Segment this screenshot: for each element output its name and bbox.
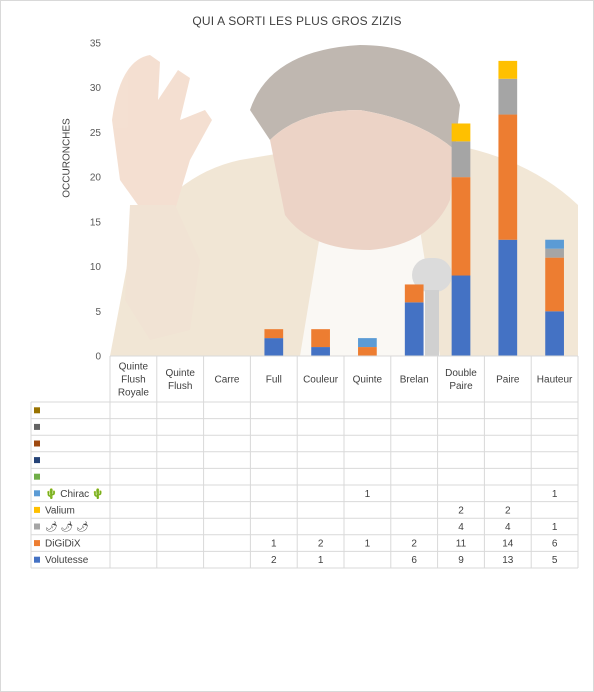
legend-key <box>34 407 40 414</box>
bar-segment <box>404 284 424 303</box>
legend-key <box>34 457 40 464</box>
data-table-value: 1 <box>271 539 277 550</box>
data-table-value: 13 <box>502 555 514 566</box>
bar-segment <box>451 275 471 356</box>
category-label: Brelan <box>400 375 429 386</box>
category-label: Hauteur <box>537 375 573 386</box>
bar-segment <box>404 302 424 356</box>
bar-segment <box>545 257 564 312</box>
series-name: Volutesse <box>45 555 89 566</box>
series-name: 🌵 Chirac 🌵 <box>45 487 104 500</box>
photo-hair <box>250 45 460 150</box>
bar-segment <box>498 239 518 356</box>
y-tick-label: 5 <box>95 307 101 318</box>
bar-segment <box>358 338 377 348</box>
series-name: 🌶 🌶 🌶 <box>45 521 89 533</box>
data-table-value: 1 <box>552 489 558 500</box>
bar-segment <box>311 347 330 356</box>
background-photo <box>110 45 578 356</box>
bar-segment <box>264 329 284 339</box>
data-table: Quinte Flush Royale Quinte Flush Carre Full Cou… <box>30 355 579 569</box>
y-tick-label: 20 <box>90 173 102 184</box>
photo-microphone <box>412 258 452 292</box>
category-label: Quinte Flush Royale <box>118 362 150 399</box>
bar-segment <box>451 177 471 276</box>
category-label: Quinte Flush <box>165 368 195 392</box>
data-table-value: 11 <box>456 539 467 550</box>
data-table-value: 2 <box>411 539 417 550</box>
data-table-value: 6 <box>552 539 558 550</box>
bar-segment <box>358 347 377 356</box>
legend-key <box>34 523 40 530</box>
legend-key <box>34 423 40 430</box>
photo-microphone-stem <box>425 290 439 356</box>
bar-segment <box>451 123 471 142</box>
data-table-value: 2 <box>458 505 464 516</box>
category-label: Carre <box>214 375 239 386</box>
data-table-value: 2 <box>271 555 277 566</box>
legend-key <box>34 490 40 497</box>
data-table-value: 1 <box>365 539 371 550</box>
data-table-value: 4 <box>505 522 511 533</box>
y-tick-label: 0 <box>95 352 101 363</box>
y-tick-label: 15 <box>90 217 102 228</box>
series-name: Valium <box>45 505 75 516</box>
category-label: Paire <box>496 375 520 386</box>
photo-hand <box>112 55 212 215</box>
data-table-value: 9 <box>458 555 464 566</box>
bar-segment <box>264 338 284 356</box>
bar-segment <box>498 60 518 79</box>
chart-title: QUI A SORTI LES PLUS GROS ZIZIS <box>192 14 402 28</box>
bar-segment <box>451 141 471 178</box>
data-table-value: 1 <box>552 522 558 533</box>
bars-layer <box>264 60 564 356</box>
y-tick-label: 25 <box>90 128 102 139</box>
legend-key <box>34 540 40 547</box>
y-tick-label: 10 <box>90 262 102 273</box>
category-label: Couleur <box>303 375 339 386</box>
bar-segment <box>498 78 518 115</box>
bar-segment <box>545 239 564 249</box>
legend-key <box>34 506 40 513</box>
legend-key <box>34 473 40 480</box>
data-table-value: 1 <box>318 555 324 566</box>
legend-key <box>34 556 40 563</box>
series-name: DiGiDiX <box>45 539 81 550</box>
bar-segment <box>311 329 330 348</box>
category-label: Full <box>266 375 282 386</box>
y-axis: 0 5 10 15 20 25 30 35 <box>90 39 102 363</box>
bar-segment <box>545 248 564 258</box>
category-label: Double Paire <box>445 368 477 392</box>
photo-arm <box>125 205 200 340</box>
data-table-value: 14 <box>502 539 514 550</box>
data-table-value: 1 <box>365 489 371 500</box>
legend-key <box>34 440 40 447</box>
bar-segment <box>545 311 564 356</box>
data-table-value: 4 <box>458 522 464 533</box>
data-table-value: 2 <box>505 505 511 516</box>
bar-segment <box>498 114 518 240</box>
data-table-value: 2 <box>318 539 324 550</box>
y-tick-label: 30 <box>90 83 102 94</box>
data-table-value: 5 <box>552 555 558 566</box>
data-table-value: 6 <box>411 555 417 566</box>
category-label: Quinte <box>353 375 383 386</box>
photo-face <box>270 110 455 250</box>
y-tick-label: 35 <box>90 39 102 50</box>
